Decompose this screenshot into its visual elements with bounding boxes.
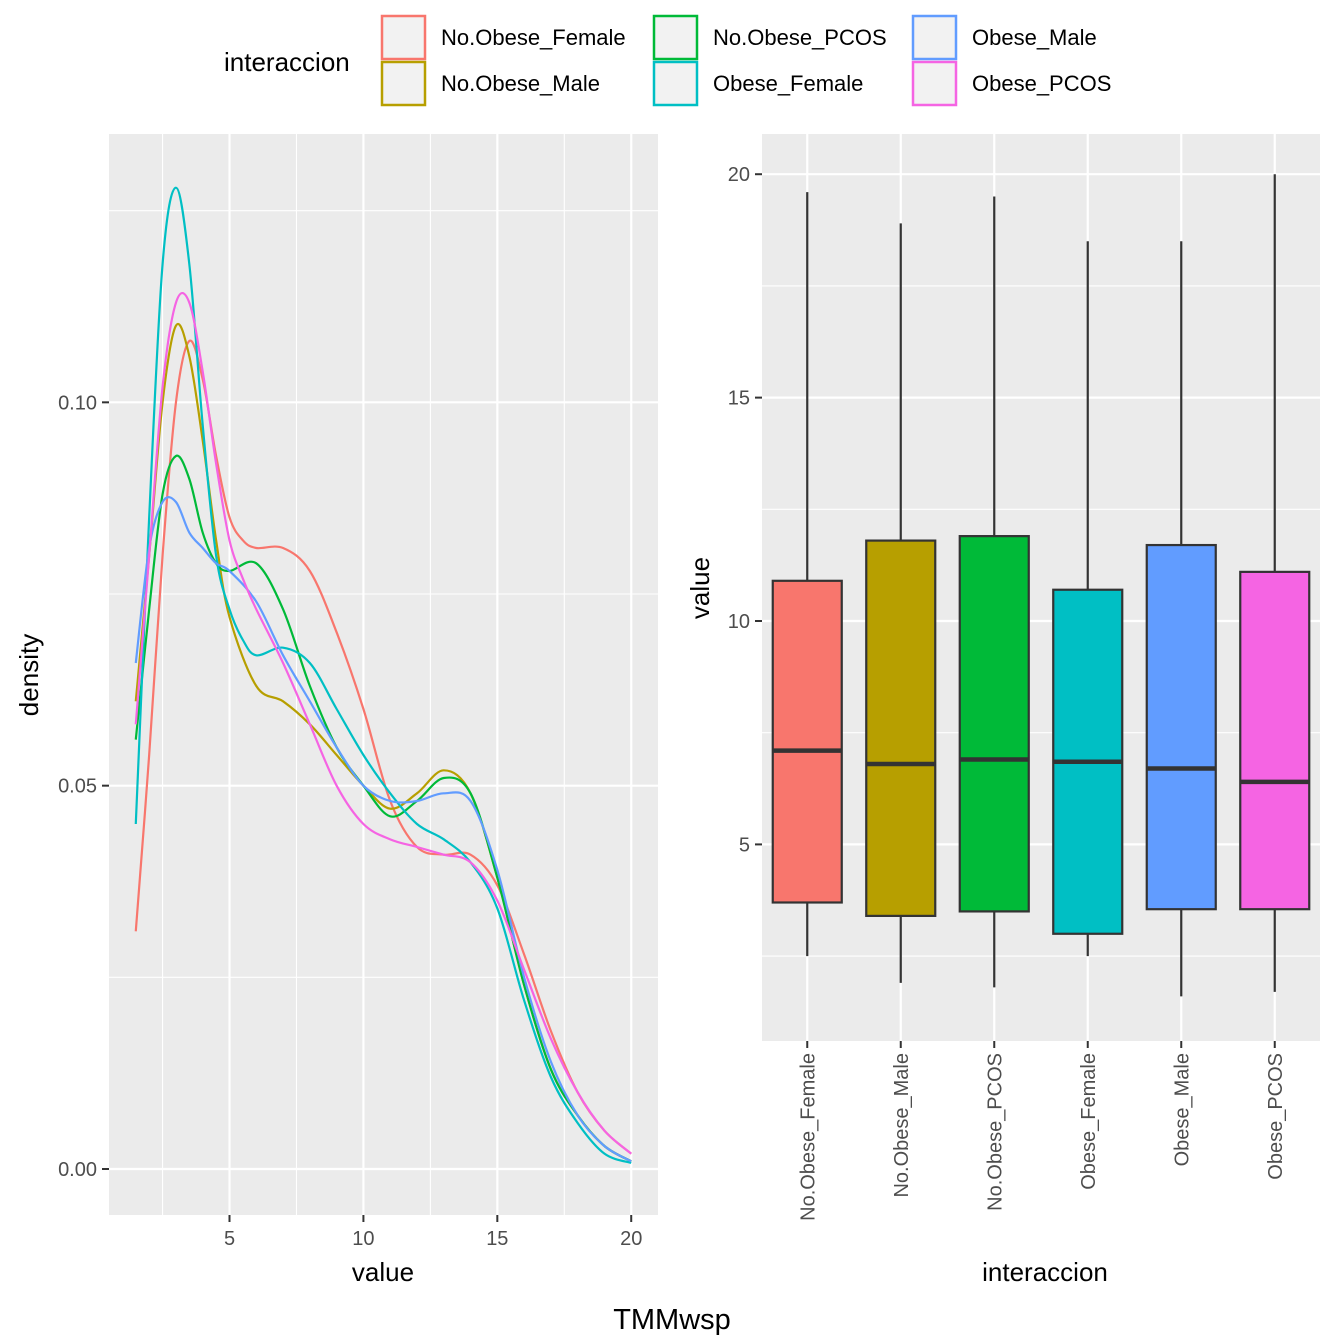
boxplot-y-tick-label: 10	[728, 611, 750, 633]
legend-key-No.Obese_Female	[380, 14, 427, 61]
density-plot-background	[109, 134, 658, 1215]
boxplot-x-axis-title: interaccion	[982, 1257, 1108, 1287]
legend-label: No.Obese_PCOS	[713, 25, 887, 50]
boxplot-y-tick-label: 5	[739, 834, 750, 856]
legend: interaccion No.Obese_Female No.Obese_Male…	[224, 14, 1111, 107]
box-body	[958, 535, 1030, 913]
legend-label: Obese_PCOS	[972, 71, 1111, 96]
boxplot-x-tick-label: No.Obese_Female	[797, 1053, 819, 1221]
boxplot-plot-background	[762, 134, 1320, 1041]
box-body	[865, 539, 937, 917]
density-y-tick-label: 0.10	[58, 392, 97, 414]
box-No.Obese_Male	[865, 223, 937, 983]
box-body	[1145, 543, 1217, 911]
box-No.Obese_PCOS	[958, 196, 1030, 988]
density-x-tick-label: 10	[352, 1228, 374, 1250]
density-x-tick-label: 5	[224, 1228, 235, 1250]
boxplot-y-tick-label: 20	[728, 164, 750, 186]
density-x-tick-label: 15	[486, 1228, 508, 1250]
legend-key-Obese_PCOS	[911, 60, 958, 107]
legend-key-No.Obese_PCOS	[652, 14, 699, 61]
box-Obese_Female	[1052, 241, 1124, 957]
density-y-axis-title: density	[14, 634, 44, 716]
density-x-axis-title: value	[352, 1257, 414, 1287]
boxplot-panel: 5 10 15 20 No.Obese_Female No.Obese_Male No.O…	[685, 134, 1320, 1287]
legend-key-Obese_Male	[911, 14, 958, 61]
box-Obese_PCOS	[1239, 174, 1311, 992]
density-line-Obese_PCOS	[134, 291, 632, 1155]
legend-key-Obese_Female	[652, 60, 699, 107]
box-Obese_Male	[1145, 241, 1217, 997]
legend-label: No.Obese_Male	[441, 71, 600, 96]
density-line-Obese_Female	[134, 186, 632, 1164]
boxplot-y-tick-label: 15	[728, 388, 750, 410]
legend-label: Obese_Female	[713, 71, 863, 96]
boxplot-x-tick-label: Obese_PCOS	[1265, 1053, 1287, 1180]
density-line-Obese_Male	[134, 496, 632, 1163]
boxplot-x-tick-label: Obese_Male	[1171, 1053, 1193, 1166]
density-line-No.Obese_Female	[134, 339, 632, 1155]
legend-key-No.Obese_Male	[380, 60, 427, 107]
boxplot-x-tick-label: No.Obese_PCOS	[984, 1053, 1006, 1211]
density-panel: 0.00 0.05 0.10 5 10 15 20 value density	[14, 134, 658, 1287]
legend-title: interaccion	[224, 47, 350, 77]
density-y-tick-label: 0.00	[58, 1159, 97, 1181]
density-x-tick-label: 20	[620, 1228, 642, 1250]
figure-caption: TMMwsp	[613, 1304, 731, 1336]
box-No.Obese_Female	[771, 192, 843, 957]
box-body	[1239, 570, 1311, 911]
legend-label: Obese_Male	[972, 25, 1097, 50]
box-body	[771, 579, 843, 904]
legend-label: No.Obese_Female	[441, 25, 626, 50]
boxplot-x-tick-label: No.Obese_Male	[891, 1053, 913, 1198]
boxplot-y-axis-title: value	[685, 557, 715, 619]
boxplot-x-tick-label: Obese_Female	[1078, 1053, 1100, 1190]
density-y-tick-label: 0.05	[58, 776, 97, 798]
